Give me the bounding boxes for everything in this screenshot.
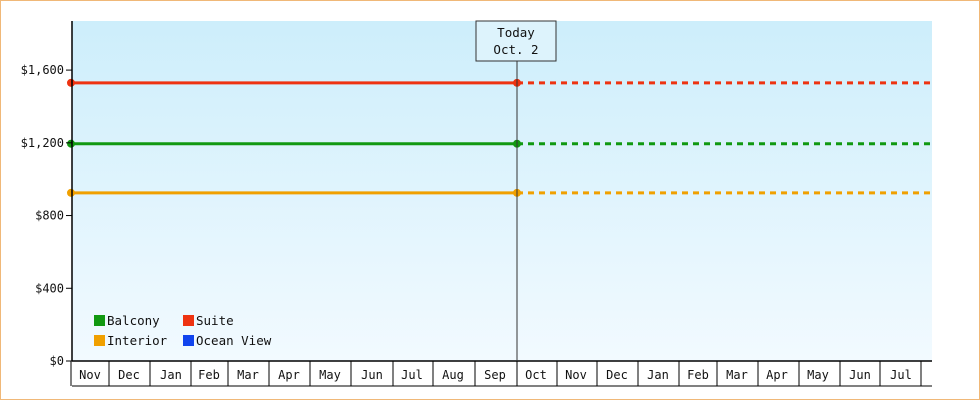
month-label: Jan — [160, 368, 182, 382]
month-label: Jan — [647, 368, 669, 382]
month-label: Feb — [687, 368, 709, 382]
month-label: Apr — [278, 368, 300, 382]
month-label: Jun — [849, 368, 871, 382]
data-point-suite-start — [67, 78, 75, 87]
month-label: Dec — [606, 368, 628, 382]
legend-swatch-suite — [183, 315, 194, 326]
today-marker: Today Oct. 2 — [475, 20, 557, 361]
month-label: Apr — [766, 368, 788, 382]
legend-label-ocean-view: Ocean View — [196, 333, 272, 348]
axes-layer: $0 $400 $800 $1,200 $1,600 Nov Dec Jan Feb Mar Apr… — [21, 21, 932, 387]
today-callout-date: Oct. 2 — [493, 42, 538, 57]
series-layer — [67, 78, 932, 197]
today-callout-label: Today — [497, 25, 535, 40]
month-label: Jun — [361, 368, 383, 382]
legend-label-suite: Suite — [196, 313, 234, 328]
data-point-balcony-start — [67, 139, 75, 148]
legend-label-interior: Interior — [107, 333, 168, 348]
data-point-interior-start — [67, 188, 75, 197]
month-label: Mar — [726, 368, 748, 382]
y-tick-label: $0 — [50, 354, 64, 368]
legend-swatch-balcony — [94, 315, 105, 326]
month-label: May — [319, 368, 341, 382]
month-label: Mar — [237, 368, 259, 382]
month-label: Oct — [525, 368, 547, 382]
legend: Balcony Suite Interior Ocean View — [94, 313, 272, 348]
plot-area-background — [72, 21, 932, 361]
month-label: Feb — [198, 368, 220, 382]
today-callout-box — [475, 20, 557, 62]
month-label: Nov — [79, 368, 101, 382]
month-label: Dec — [118, 368, 140, 382]
y-tick-label: $1,200 — [21, 136, 64, 150]
legend-swatch-ocean-view — [183, 335, 194, 346]
month-label: Jul — [401, 368, 423, 382]
month-label: May — [807, 368, 829, 382]
legend-label-balcony: Balcony — [107, 313, 160, 328]
month-label: Sep — [484, 368, 506, 382]
legend-swatch-interior — [94, 335, 105, 346]
y-tick-label: $400 — [35, 281, 64, 295]
y-tick-label: $1,600 — [21, 63, 64, 77]
month-label: Aug — [442, 368, 464, 382]
y-tick-label: $800 — [35, 209, 64, 223]
month-label: Jul — [890, 368, 912, 382]
month-label: Nov — [565, 368, 587, 382]
